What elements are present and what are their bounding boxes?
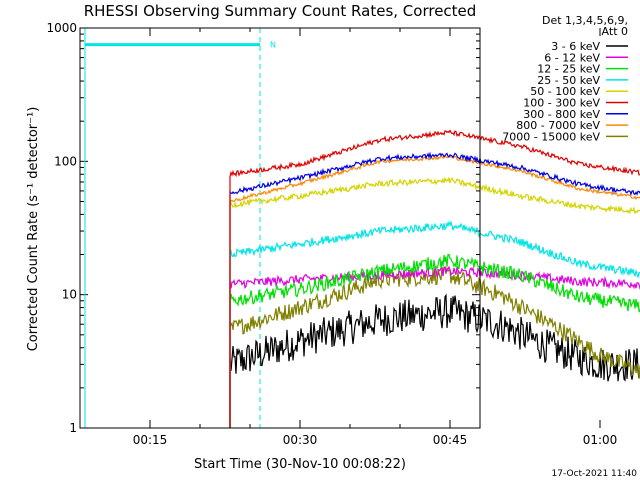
night-bar-label: N [270,41,276,50]
x-axis-title: Start Time (30-Nov-10 00:08:22) [194,457,406,472]
x-tick-label: 00:45 [433,433,468,447]
x-tick-label: 00:15 [133,433,168,447]
legend-label: 12 - 25 keV [537,63,600,76]
night-markers: N [84,28,276,428]
series-line [229,129,640,428]
legend-header: Att 0 [602,25,628,38]
legend-label: 100 - 300 keV [523,97,600,110]
y-tick-label: 1000 [46,21,77,35]
timestamp: 17-Oct-2021 11:40 [552,469,638,479]
x-tick-label: 01:00 [583,433,618,447]
chart-title: RHESSI Observing Summary Count Rates, Co… [84,2,477,20]
series-line [229,155,640,428]
legend-label: 800 - 7000 keV [516,119,600,132]
legend-header: Det 1,3,4,5,6,9, [542,14,628,27]
legend-label: 300 - 800 keV [523,108,600,121]
y-tick-label: 1 [69,421,77,435]
legend-label: 7000 - 15000 keV [502,130,600,143]
y-axis-title: Corrected Count Rate (s⁻¹ detector⁻¹) [26,107,41,352]
series-lines [229,129,640,428]
series-line [229,176,640,428]
legend-label: 50 - 100 keV [530,85,600,98]
y-tick-label: 100 [54,154,77,168]
y-tick-label: 10 [62,288,77,302]
legend-label: 6 - 12 keV [544,51,600,64]
series-line [229,265,640,428]
legend-label: 3 - 6 keV [551,40,600,53]
axis-ticks: 00:1500:3000:4501:0001:1501:3001:4511010… [46,21,618,447]
plot-frame [79,27,481,429]
legend-label: 25 - 50 keV [537,74,600,87]
series-line [229,253,640,428]
x-tick-label: 00:30 [283,433,318,447]
series-line [229,151,640,428]
series-line [229,293,640,428]
series-line [229,220,640,428]
